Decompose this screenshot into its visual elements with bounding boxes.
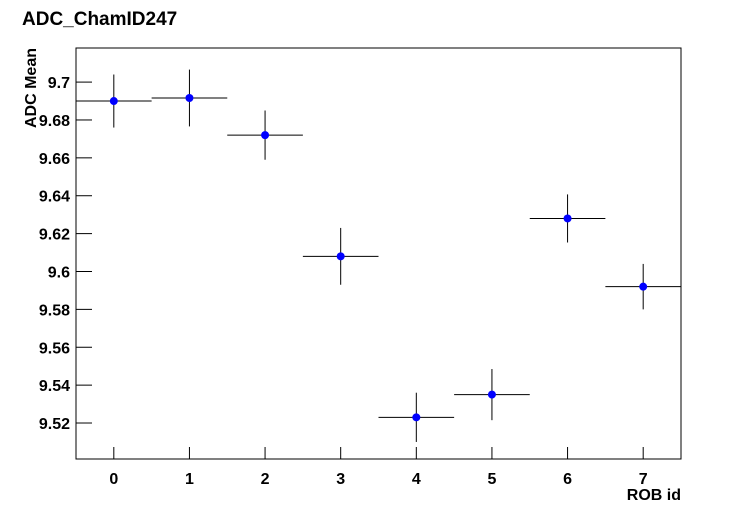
point (412, 413, 421, 422)
y-tick-label: 9.68 (39, 113, 70, 130)
x-axis-label: ROB id (627, 487, 681, 504)
x-tick-label: 3 (336, 471, 345, 488)
point (336, 252, 345, 261)
y-tick-label: 9.62 (39, 227, 70, 244)
y-tick-label: 9.56 (39, 340, 70, 357)
x-tick-label: 0 (109, 471, 118, 488)
point (563, 214, 572, 223)
x-tick-label: 4 (412, 471, 421, 488)
x-tick-label: 6 (563, 471, 572, 488)
y-tick-label: 9.7 (48, 75, 70, 92)
y-tick-label: 9.54 (39, 378, 70, 395)
y-tick-label: 9.52 (39, 416, 70, 433)
point (185, 94, 194, 103)
y-axis-label: ADC Mean (23, 48, 40, 128)
y-tick-label: 9.58 (39, 302, 70, 319)
point (639, 282, 648, 291)
y-tick-label: 9.6 (48, 264, 70, 281)
plot-frame (75, 47, 682, 460)
chart-title: ADC_ChamID247 (22, 9, 177, 30)
point (261, 131, 270, 140)
y-tick-label: 9.64 (39, 189, 70, 206)
x-tick-label: 5 (487, 471, 496, 488)
x-tick-label: 2 (261, 471, 270, 488)
point (487, 390, 496, 399)
x-tick-label: 1 (185, 471, 194, 488)
x-tick-label: 7 (639, 471, 648, 488)
point (109, 97, 118, 106)
y-tick-label: 9.66 (39, 151, 70, 168)
